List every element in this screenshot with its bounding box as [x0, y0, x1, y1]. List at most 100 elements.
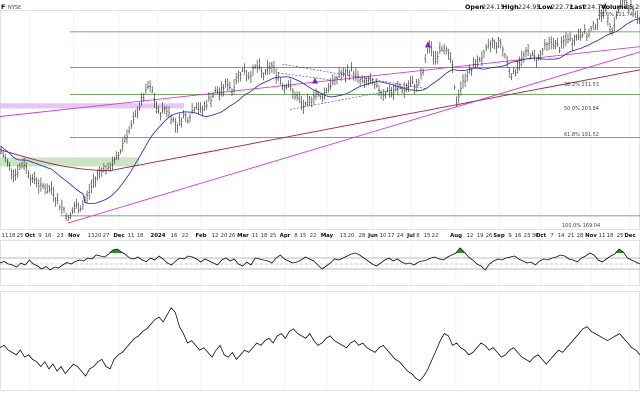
high-label: High [502, 3, 519, 11]
trend-lines [0, 46, 640, 224]
x-tick-label: 18 [137, 233, 144, 239]
x-tick-label: 12 [212, 233, 219, 239]
low-label: Low [538, 3, 552, 11]
x-tick-label: 28 [577, 233, 584, 239]
x-tick-label: Jun [367, 233, 378, 239]
secondary-trendline [0, 46, 640, 117]
x-tick-label: 22 [182, 233, 189, 239]
x-tick-label: 24 [397, 233, 404, 239]
x-tick-label: 8 [294, 233, 298, 239]
long-term-trendline [67, 51, 640, 224]
x-tick-label: 18 [261, 233, 268, 239]
highlight-zones [0, 103, 184, 167]
x-tick-label: 16 [515, 233, 522, 239]
x-tick-label: May [321, 233, 334, 239]
support-zone [0, 157, 139, 167]
x-tick-label: 20 [95, 233, 102, 239]
x-tick-label: Aug [450, 233, 462, 239]
fib-label-236: 23.6% 221.74 [598, 12, 633, 18]
upper-indicator-line [0, 247, 640, 271]
ohlc-bars [0, 0, 640, 221]
x-tick-label: 13 [88, 233, 95, 239]
fib-label-618: 61.8% 191.52 [564, 132, 599, 138]
x-tick-label: 21 [568, 233, 575, 239]
x-tick-label: Apr [280, 233, 291, 239]
x-tick-label: Nov [68, 233, 80, 239]
x-tick-label: 27 [103, 233, 110, 239]
signal-arrows [312, 41, 431, 84]
x-tick-label: 18 [607, 233, 614, 239]
x-tick-label: 12 [467, 233, 474, 239]
x-tick-label: 10 [380, 233, 387, 239]
x-tick-label: Sep [493, 233, 505, 239]
x-tick-label: 16 [45, 233, 52, 239]
moving-averages [0, 18, 640, 205]
x-axis-ticks: 11 18 25 Oct 9 16 23 Nov 13 20 27 Dec 11 18 2024 16 22 Fe… [2, 233, 636, 239]
x-tick-label: 11 [252, 233, 259, 239]
x-tick-label: 26 [486, 233, 493, 239]
x-tick-label: 23 [57, 233, 64, 239]
fibonacci-levels [60, 31, 640, 217]
x-tick-label: 25 [17, 233, 24, 239]
fib-label-500: 50.0% 203.84 [564, 106, 599, 112]
price-panel-frame [0, 10, 640, 230]
ohlc-readout: Open 224.15 High 224.95 Low 222.72 Last … [465, 3, 640, 11]
x-tick-label: 11 [128, 233, 135, 239]
volume-label: Volume [601, 3, 628, 11]
resistance-zone [0, 103, 184, 109]
overbought-fill [108, 250, 113, 253]
x-tick-label: 11 [2, 233, 9, 239]
x-tick-label: Nov [585, 233, 597, 239]
x-tick-label: 20 [221, 233, 228, 239]
fib-label-100: 100.0% 169.04 [562, 223, 600, 229]
low-value: 222.72 [551, 3, 573, 11]
lower-indicator-frame [0, 291, 640, 391]
x-tick-label: 19 [477, 233, 484, 239]
x-tick-label: 18 [9, 233, 16, 239]
open-value: 224.15 [482, 3, 504, 11]
buy-signal-arrow [312, 77, 318, 84]
x-tick-label: Oct [25, 233, 36, 239]
open-label: Open [465, 3, 484, 11]
maroon-moving-average [0, 69, 640, 172]
x-tick-label: 14 [558, 233, 565, 239]
x-tick-label: 9 [508, 233, 512, 239]
buy-signal-arrow [425, 41, 431, 48]
x-tick-label: 26 [229, 233, 236, 239]
x-tick-label: 2024 [150, 233, 165, 239]
x-tick-label: 25 [617, 233, 624, 239]
grid-lines [29, 10, 631, 390]
x-tick-label: 23 [524, 233, 531, 239]
upper-indicator-frame [0, 240, 640, 286]
x-tick-label: 22 [432, 233, 439, 239]
last-label: Last [570, 3, 585, 11]
x-tick-label: 11 [599, 233, 606, 239]
x-tick-label: 9 [38, 233, 42, 239]
last-value: 224.74 [583, 3, 605, 11]
x-tick-label: 8 [416, 233, 420, 239]
x-tick-label: 7 [550, 233, 553, 239]
x-tick-label: 15 [424, 233, 431, 239]
x-tick-label: 30 [532, 233, 539, 239]
volume-value: 15.2M [625, 3, 640, 11]
exchange-label: NYSE [8, 5, 21, 11]
x-tick-label: Mar [237, 233, 249, 239]
x-tick-label: 25 [270, 233, 277, 239]
symbol-label: F [1, 3, 5, 11]
blue-moving-average [0, 18, 640, 205]
x-tick-label: Jul [406, 233, 415, 239]
x-tick-label: 13 [340, 233, 347, 239]
x-tick-label: 28 [359, 233, 366, 239]
x-tick-label: 15 [300, 233, 307, 239]
lower-indicator [0, 307, 640, 382]
x-tick-label: Feb [196, 233, 207, 239]
upper-indicator [0, 247, 640, 271]
fib-label-382: 38.2% 211.53 [564, 82, 599, 88]
high-value: 224.95 [518, 3, 540, 11]
x-tick-label: Oct [536, 233, 547, 239]
x-tick-label: Dec [113, 233, 124, 239]
x-tick-label: 22 [310, 233, 317, 239]
channel-line [277, 72, 331, 81]
